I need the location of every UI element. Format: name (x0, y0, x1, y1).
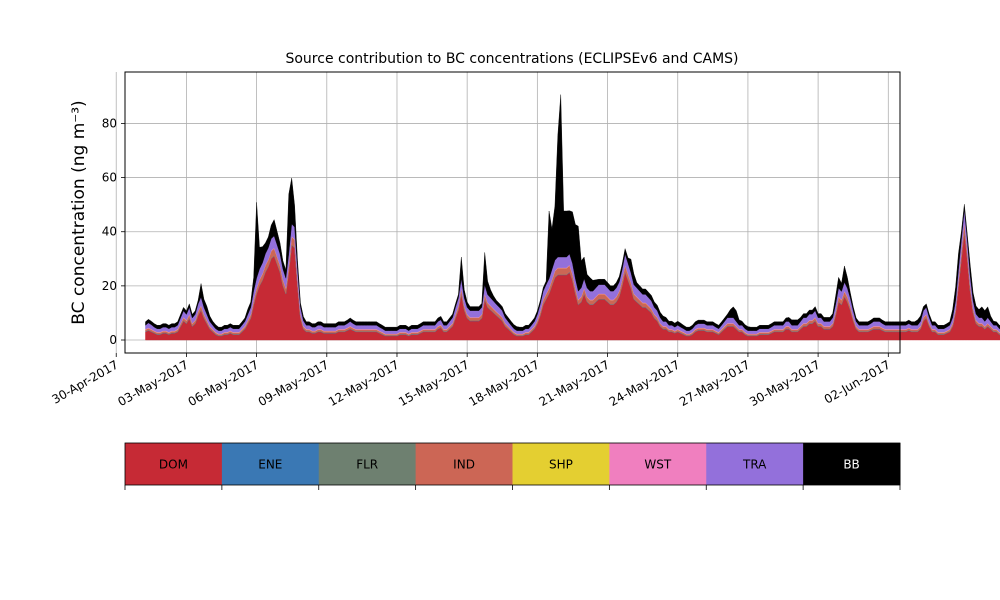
x-tick-label: 06-May-2017 (186, 357, 261, 409)
legend-swatch-tra (706, 443, 804, 485)
y-tick-label: 0 (109, 333, 117, 347)
grid-lines (115, 72, 900, 353)
x-tick-label: 30-May-2017 (747, 357, 822, 409)
x-tick-label: 03-May-2017 (115, 357, 190, 409)
y-tick-label: 80 (102, 116, 117, 130)
legend-label-ind: IND (453, 458, 475, 472)
legend-swatch-shp (512, 443, 610, 485)
legend-swatch-wst (609, 443, 707, 485)
legend-swatch-ene (221, 443, 320, 485)
x-tick-label: 18-May-2017 (466, 357, 541, 409)
legend-label-bb: BB (843, 458, 859, 472)
legend-label-shp: SHP (549, 458, 573, 472)
y-tick-label: 60 (102, 171, 117, 185)
chart-title: Source contribution to BC concentrations… (285, 51, 738, 67)
legend-label-wst: WST (644, 458, 671, 472)
y-axis-label: BC concentration (ng m⁻³) (69, 100, 89, 324)
x-tick-label: 15-May-2017 (396, 357, 471, 409)
x-tick-label: 30-Apr-2017 (49, 357, 120, 406)
legend-label-ene: ENE (258, 458, 282, 472)
x-tick-label: 09-May-2017 (256, 357, 331, 409)
legend-swatch-bb (803, 443, 901, 485)
legend-colorbar: DOM ENE FLR IND SHP WST TRA BB (124, 442, 901, 490)
plot-frame (124, 71, 901, 354)
y-tick-label: 40 (102, 225, 117, 239)
y-tick-label: 20 (102, 279, 117, 293)
legend-label-tra: TRA (742, 458, 767, 472)
x-tick-label: 27-May-2017 (677, 357, 752, 409)
x-axis: 30-Apr-201703-May-201706-May-201709-May-… (49, 353, 893, 409)
x-tick-label: 24-May-2017 (607, 357, 682, 409)
y-axis: 0 20 40 60 80 (102, 116, 125, 347)
x-tick-label: 21-May-2017 (537, 357, 612, 409)
legend-label-dom: DOM (159, 458, 188, 472)
x-tick-label: 02-Jun-2017 (822, 357, 893, 406)
legend-label-flr: FLR (356, 458, 378, 472)
x-tick-label: 12-May-2017 (326, 357, 401, 409)
legend-swatch-dom (125, 443, 223, 485)
area-bb (145, 94, 1000, 331)
legend-swatch-flr (318, 443, 417, 485)
series-areas (145, 94, 1000, 341)
legend-swatch-ind (415, 443, 513, 485)
